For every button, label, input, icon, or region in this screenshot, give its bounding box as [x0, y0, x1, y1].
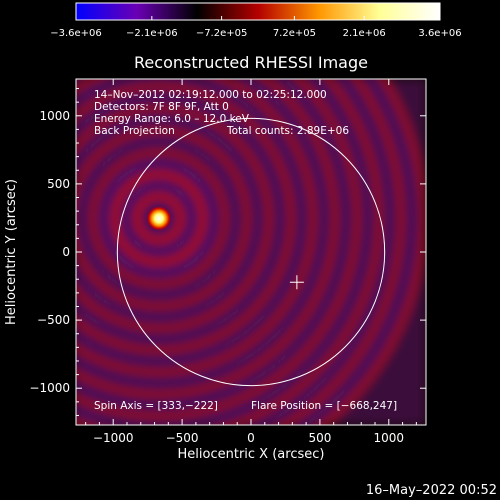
- timestamp: 16–May–2022 00:52: [366, 483, 497, 498]
- chart-title: Reconstructed RHESSI Image: [134, 53, 368, 72]
- fringe-ring: [76, 94, 283, 343]
- colorbar: −3.6e+06 −2.1e+06 −7.2e+05 7.2e+05 2.1e+06 3.…: [50, 2, 462, 39]
- fringe-ring: [76, 79, 305, 365]
- colorbar-tick-label: 2.1e+06: [343, 28, 386, 39]
- fringe-ring: [278, 79, 404, 425]
- fringe-ring: [89, 149, 228, 288]
- spin-axis-marker: [289, 275, 304, 290]
- x-tick-label: −1000: [93, 431, 134, 445]
- annotation-spin-axis: Spin Axis = [333,−222]: [94, 400, 218, 412]
- x-axis: −1000 −500 0 500 1000: [85, 79, 417, 445]
- x-axis-label: Heliocentric X (arcsec): [178, 447, 325, 462]
- colorbar-ticks: −3.6e+06 −2.1e+06 −7.2e+05 7.2e+05 2.1e+06 3.…: [50, 16, 462, 39]
- x-tick-label: −500: [166, 431, 199, 445]
- annotation-time-range: 14–Nov–2012 02:19:12.000 to 02:25:12.000: [94, 89, 327, 101]
- annotation-energy-range: Energy Range: 6.0 – 12.0 keV: [94, 113, 250, 125]
- annotation-algorithm: Back Projection: [94, 125, 175, 137]
- fringe-ring: [76, 116, 261, 321]
- fringe-ring: [76, 79, 349, 409]
- annotation-total-counts: Total counts: 2.89E+06: [226, 125, 349, 137]
- fringe-ring: [255, 79, 393, 425]
- colorbar-tick-label: 7.2e+05: [273, 28, 316, 39]
- x-tick-label: 1000: [374, 431, 405, 445]
- fringe-ring: [76, 105, 272, 332]
- fringe-ring: [76, 127, 250, 310]
- colorbar-tick-label: −2.1e+06: [126, 28, 178, 39]
- y-tick-label: 1000: [39, 109, 70, 123]
- y-tick-label: 0: [62, 245, 70, 259]
- fringe-ring: [318, 79, 426, 425]
- colorbar-tick-label: −3.6e+06: [50, 28, 102, 39]
- annotation-block: 14–Nov–2012 02:19:12.000 to 02:25:12.000…: [94, 89, 397, 412]
- annotation-flare-position: Flare Position = [−668,247]: [251, 400, 397, 412]
- x-tick-label: 500: [308, 431, 331, 445]
- fringe-ring: [76, 79, 371, 425]
- fringe-ring: [78, 138, 239, 299]
- y-tick-label: 500: [47, 177, 70, 191]
- fringe-ring: [76, 83, 294, 354]
- colorbar-strip: [75, 2, 441, 21]
- fringe-ring: [76, 79, 316, 376]
- fringe-ring: [133, 193, 184, 244]
- fringe-ring: [100, 160, 217, 277]
- y-tick-label: −1000: [29, 381, 70, 395]
- x-tick-label: 0: [247, 431, 255, 445]
- plot-area: [76, 79, 426, 425]
- colorbar-tick-label: −7.2e+05: [196, 28, 248, 39]
- fringe-ring: [76, 79, 338, 398]
- fringe-ring: [76, 79, 382, 425]
- fringe-ring: [299, 79, 415, 425]
- y-axis-label: Heliocentric Y (arcsec): [4, 179, 19, 325]
- y-tick-label: −500: [37, 313, 70, 327]
- y-axis: 1000 500 0 −500 −1000: [29, 88, 426, 416]
- flare-source: [146, 206, 171, 231]
- annotation-detectors: Detectors: 7F 8F 9F, Att 0: [94, 101, 229, 113]
- back-projection-fringes: [76, 79, 426, 425]
- fringe-ring: [122, 182, 195, 255]
- fringe-ring: [76, 79, 360, 420]
- fringe-ring: [111, 171, 206, 266]
- fringe-ring: [76, 79, 327, 387]
- colorbar-tick-label: 3.6e+06: [418, 28, 461, 39]
- solar-limb-circle: [116, 117, 386, 387]
